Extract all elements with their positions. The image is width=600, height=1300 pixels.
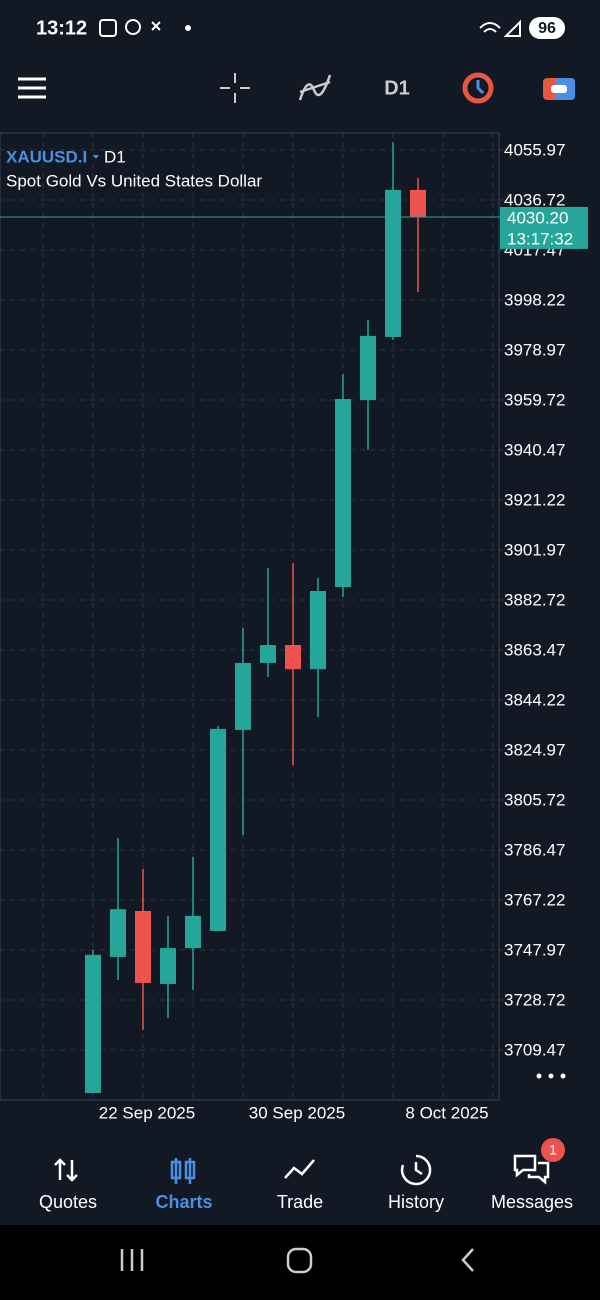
- nav-label: Messages: [491, 1192, 573, 1212]
- y-tick-label: 3959.72: [504, 390, 565, 409]
- y-tick-label: 4055.97: [504, 140, 565, 159]
- candle-body: [385, 189, 401, 337]
- chart-frame: [0, 132, 500, 1101]
- y-tick-label: 4036.72: [504, 190, 565, 209]
- nav-item[interactable]: Messages: [491, 1154, 573, 1212]
- candle-body: [235, 662, 251, 730]
- nav-icon: [54, 1158, 78, 1182]
- timeframe-button[interactable]: D1: [384, 77, 410, 99]
- crosshair-button[interactable]: [220, 73, 250, 103]
- y-tick-label: 3747.97: [504, 940, 565, 959]
- x-tick-label: 22 Sep 2025: [99, 1103, 195, 1122]
- y-tick-label: 3998.22: [504, 290, 565, 309]
- candle-body: [185, 915, 201, 949]
- candle-body: [335, 399, 351, 588]
- indicators-button[interactable]: [298, 74, 332, 101]
- symbol-description: Spot Gold Vs United States Dollar: [6, 171, 262, 190]
- x-tick-label: 30 Sep 2025: [249, 1103, 345, 1122]
- badge: [541, 1138, 565, 1162]
- y-tick-label: 3882.72: [504, 590, 565, 609]
- signal-icons: [479, 19, 521, 37]
- nav-label: Trade: [277, 1192, 323, 1212]
- y-tick-label: 3728.72: [504, 990, 565, 1009]
- candle-body: [135, 910, 151, 983]
- y-tick-label: 3767.22: [504, 890, 565, 909]
- clock-button[interactable]: [462, 72, 494, 104]
- current-time-label: 13:17:32: [507, 229, 573, 248]
- candle-body: [210, 728, 226, 931]
- current-price-box: [500, 206, 588, 249]
- nav-label: History: [388, 1192, 444, 1212]
- y-tick-label: 3863.47: [504, 640, 565, 659]
- nav-icon: [400, 1154, 432, 1186]
- candle-body: [360, 335, 376, 401]
- nav-icon: [284, 1159, 315, 1179]
- current-price-label: 4030.20: [507, 208, 568, 227]
- symbol-caret: [93, 155, 99, 159]
- candle-body: [285, 644, 301, 670]
- y-tick-label: 3824.97: [504, 740, 565, 759]
- y-tick-label: 3844.22: [504, 690, 565, 709]
- candle-body: [260, 644, 276, 663]
- battery: [529, 17, 565, 39]
- candle-body: [160, 948, 176, 984]
- nav-item[interactable]: Quotes: [39, 1158, 97, 1212]
- y-tick-label: 3709.47: [504, 1040, 565, 1059]
- system-nav: [0, 1225, 600, 1300]
- more-button[interactable]: [536, 1073, 566, 1079]
- system-buttons[interactable]: [120, 1247, 474, 1274]
- clock: 13:12: [36, 17, 87, 39]
- symbol[interactable]: XAUUSD.I: [6, 147, 87, 166]
- y-tick-label: 3978.97: [504, 340, 565, 359]
- candle-body: [85, 954, 101, 1094]
- trade-button[interactable]: [543, 78, 575, 100]
- y-tick-label: 3940.47: [504, 440, 565, 459]
- nav-label: Quotes: [39, 1192, 97, 1212]
- dot: [185, 25, 191, 31]
- y-tick-label: 3921.22: [504, 490, 565, 509]
- status-icons: [99, 19, 161, 37]
- nav-item[interactable]: Charts: [155, 1158, 213, 1212]
- x-tick-label: 8 Oct 2025: [405, 1103, 488, 1122]
- nav-label: Charts: [155, 1192, 212, 1212]
- candle-body: [410, 189, 426, 217]
- y-tick-label: 3786.47: [504, 840, 565, 859]
- nav-item[interactable]: Trade: [277, 1159, 323, 1212]
- candle-body: [110, 909, 126, 957]
- battery-level: 96: [538, 20, 556, 37]
- y-tick-label: 3901.97: [504, 540, 565, 559]
- candle-body: [310, 590, 326, 670]
- nav-item[interactable]: History: [388, 1154, 444, 1212]
- nav-icon: [513, 1154, 550, 1185]
- menu-button[interactable]: [18, 77, 46, 99]
- badge-count: 1: [549, 1142, 557, 1158]
- chart-timeframe: D1: [104, 147, 126, 166]
- y-tick-label: 3805.72: [504, 790, 565, 809]
- nav-icon: [170, 1158, 196, 1184]
